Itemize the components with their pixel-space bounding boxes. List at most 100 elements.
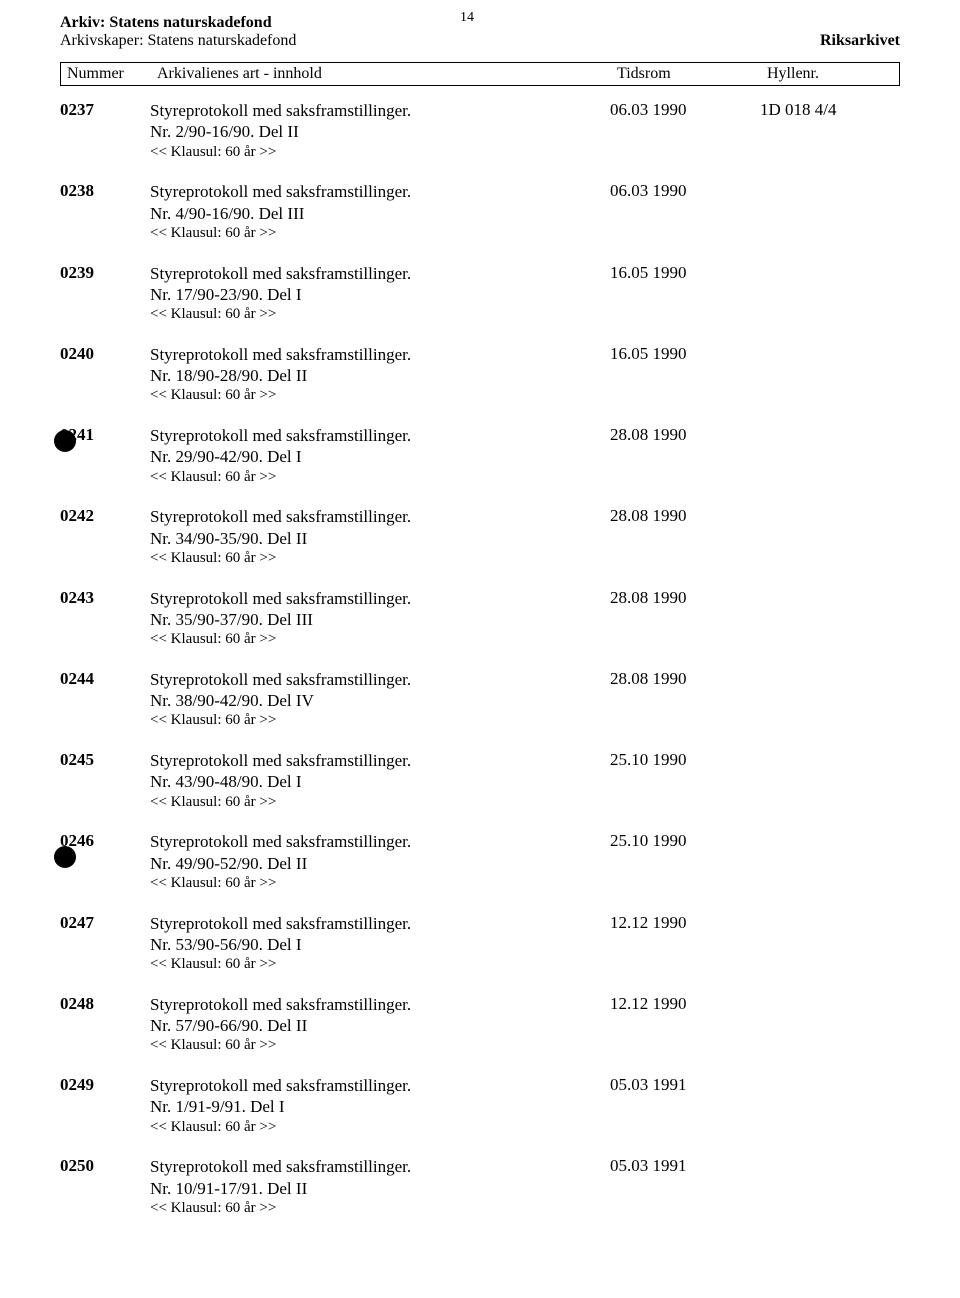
- hole-punch-icon: [54, 846, 76, 868]
- entry-number: 0239: [60, 263, 150, 283]
- entry-klausul: << Klausul: 60 år >>: [150, 386, 610, 405]
- entry-tidsrom: 05.03 1991: [610, 1075, 760, 1095]
- entry-number: 0244: [60, 669, 150, 689]
- entry-title: Styreprotokoll med saksframstillinger.: [150, 1075, 610, 1096]
- entry-content: Styreprotokoll med saksframstillinger.Nr…: [150, 506, 610, 567]
- entry-subtitle: Nr. 43/90-48/90. Del I: [150, 771, 610, 792]
- page: Arkiv: Statens naturskadefond Arkivskape…: [0, 0, 960, 1268]
- entry-number: 0247: [60, 913, 150, 933]
- entry-klausul: << Klausul: 60 år >>: [150, 874, 610, 893]
- entry-content: Styreprotokoll med saksframstillinger.Nr…: [150, 344, 610, 405]
- entry-tidsrom: 05.03 1991: [610, 1156, 760, 1176]
- entry-subtitle: Nr. 1/91-9/91. Del I: [150, 1096, 610, 1117]
- entry-title: Styreprotokoll med saksframstillinger.: [150, 506, 610, 527]
- entry-content: Styreprotokoll med saksframstillinger.Nr…: [150, 750, 610, 811]
- arkivskaper-line: Arkivskaper: Statens naturskadefond: [60, 32, 820, 50]
- table-row: 0240Styreprotokoll med saksframstillinge…: [60, 344, 900, 405]
- table-row: 0246Styreprotokoll med saksframstillinge…: [60, 831, 900, 892]
- entry-content: Styreprotokoll med saksframstillinger.Nr…: [150, 831, 610, 892]
- entry-klausul: << Klausul: 60 år >>: [150, 711, 610, 730]
- arkiv-label: Arkiv:: [60, 14, 105, 31]
- entry-number: 0249: [60, 1075, 150, 1095]
- entry-number: 0243: [60, 588, 150, 608]
- entry-subtitle: Nr. 38/90-42/90. Del IV: [150, 690, 610, 711]
- entry-title: Styreprotokoll med saksframstillinger.: [150, 831, 610, 852]
- entry-tidsrom: 28.08 1990: [610, 669, 760, 689]
- entry-number: 0240: [60, 344, 150, 364]
- arkiv-value: Statens naturskadefond: [109, 14, 271, 31]
- entry-number: 0237: [60, 100, 150, 120]
- entry-number: 0250: [60, 1156, 150, 1176]
- table-row: 0248Styreprotokoll med saksframstillinge…: [60, 994, 900, 1055]
- rows-container: 0237Styreprotokoll med saksframstillinge…: [60, 100, 900, 1218]
- entry-subtitle: Nr. 18/90-28/90. Del II: [150, 365, 610, 386]
- entry-content: Styreprotokoll med saksframstillinger.Nr…: [150, 588, 610, 649]
- entry-number: 0242: [60, 506, 150, 526]
- entry-subtitle: Nr. 29/90-42/90. Del I: [150, 446, 610, 467]
- entry-tidsrom: 28.08 1990: [610, 588, 760, 608]
- table-row: 0239Styreprotokoll med saksframstillinge…: [60, 263, 900, 324]
- entry-tidsrom: 28.08 1990: [610, 425, 760, 445]
- entry-title: Styreprotokoll med saksframstillinger.: [150, 344, 610, 365]
- entry-title: Styreprotokoll med saksframstillinger.: [150, 994, 610, 1015]
- entry-number: 0246: [60, 831, 150, 851]
- entry-klausul: << Klausul: 60 år >>: [150, 1199, 610, 1218]
- entry-title: Styreprotokoll med saksframstillinger.: [150, 425, 610, 446]
- entry-title: Styreprotokoll med saksframstillinger.: [150, 100, 610, 121]
- entry-klausul: << Klausul: 60 år >>: [150, 1118, 610, 1137]
- table-row: 0237Styreprotokoll med saksframstillinge…: [60, 100, 900, 161]
- entry-subtitle: Nr. 2/90-16/90. Del II: [150, 121, 610, 142]
- table-row: 0241Styreprotokoll med saksframstillinge…: [60, 425, 900, 486]
- entry-subtitle: Nr. 35/90-37/90. Del III: [150, 609, 610, 630]
- header-left: Arkiv: Statens naturskadefond Arkivskape…: [60, 14, 820, 50]
- entry-content: Styreprotokoll med saksframstillinger.Nr…: [150, 994, 610, 1055]
- entry-subtitle: Nr. 17/90-23/90. Del I: [150, 284, 610, 305]
- entry-subtitle: Nr. 4/90-16/90. Del III: [150, 203, 610, 224]
- entry-klausul: << Klausul: 60 år >>: [150, 1036, 610, 1055]
- col-nummer: Nummer: [67, 65, 157, 83]
- entry-content: Styreprotokoll med saksframstillinger.Nr…: [150, 100, 610, 161]
- col-innhold: Arkivalienes art - innhold: [157, 65, 617, 83]
- entry-content: Styreprotokoll med saksframstillinger.Nr…: [150, 1156, 610, 1217]
- entry-klausul: << Klausul: 60 år >>: [150, 468, 610, 487]
- entry-tidsrom: 12.12 1990: [610, 994, 760, 1014]
- arkivskaper-value: Statens naturskadefond: [148, 32, 297, 49]
- entry-number: 0238: [60, 181, 150, 201]
- riksarkivet-label: Riksarkivet: [820, 14, 900, 50]
- col-hyllenr: Hyllenr.: [767, 65, 893, 83]
- entry-hyllenr: 1D 018 4/4: [760, 100, 900, 120]
- entry-klausul: << Klausul: 60 år >>: [150, 305, 610, 324]
- entry-klausul: << Klausul: 60 år >>: [150, 224, 610, 243]
- entry-title: Styreprotokoll med saksframstillinger.: [150, 750, 610, 771]
- table-row: 0238Styreprotokoll med saksframstillinge…: [60, 181, 900, 242]
- entry-subtitle: Nr. 34/90-35/90. Del II: [150, 528, 610, 549]
- entry-klausul: << Klausul: 60 år >>: [150, 143, 610, 162]
- entry-subtitle: Nr. 57/90-66/90. Del II: [150, 1015, 610, 1036]
- table-row: 0243Styreprotokoll med saksframstillinge…: [60, 588, 900, 649]
- entry-title: Styreprotokoll med saksframstillinger.: [150, 181, 610, 202]
- entry-content: Styreprotokoll med saksframstillinger.Nr…: [150, 1075, 610, 1136]
- arkivskaper-label: Arkivskaper:: [60, 32, 144, 49]
- table-row: 0245Styreprotokoll med saksframstillinge…: [60, 750, 900, 811]
- entry-tidsrom: 28.08 1990: [610, 506, 760, 526]
- table-row: 0242Styreprotokoll med saksframstillinge…: [60, 506, 900, 567]
- entry-tidsrom: 16.05 1990: [610, 344, 760, 364]
- entry-content: Styreprotokoll med saksframstillinger.Nr…: [150, 425, 610, 486]
- entry-title: Styreprotokoll med saksframstillinger.: [150, 588, 610, 609]
- entry-klausul: << Klausul: 60 år >>: [150, 793, 610, 812]
- entry-content: Styreprotokoll med saksframstillinger.Nr…: [150, 181, 610, 242]
- table-header: Nummer Arkivalienes art - innhold Tidsro…: [60, 62, 900, 86]
- entry-number: 0245: [60, 750, 150, 770]
- entry-tidsrom: 16.05 1990: [610, 263, 760, 283]
- entry-title: Styreprotokoll med saksframstillinger.: [150, 913, 610, 934]
- entry-title: Styreprotokoll med saksframstillinger.: [150, 263, 610, 284]
- hole-punch-icon: [54, 430, 76, 452]
- entry-title: Styreprotokoll med saksframstillinger.: [150, 669, 610, 690]
- entry-tidsrom: 25.10 1990: [610, 750, 760, 770]
- entry-content: Styreprotokoll med saksframstillinger.Nr…: [150, 669, 610, 730]
- table-row: 0249Styreprotokoll med saksframstillinge…: [60, 1075, 900, 1136]
- entry-subtitle: Nr. 53/90-56/90. Del I: [150, 934, 610, 955]
- entry-tidsrom: 25.10 1990: [610, 831, 760, 851]
- entry-content: Styreprotokoll med saksframstillinger.Nr…: [150, 263, 610, 324]
- entry-content: Styreprotokoll med saksframstillinger.Nr…: [150, 913, 610, 974]
